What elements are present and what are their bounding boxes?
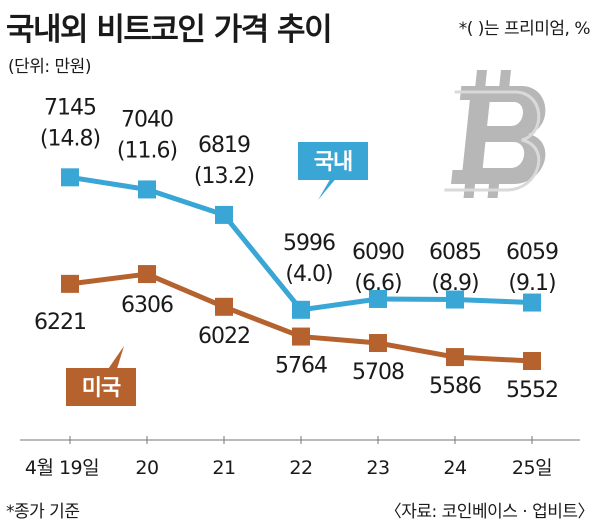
x-tick-label: 21: [212, 457, 235, 479]
premium-note: *( )는 프리미엄, %: [458, 19, 591, 39]
data-point-domestic: [446, 290, 464, 309]
data-label-us: 5586: [429, 374, 481, 399]
data-point-us: [292, 327, 310, 346]
data-point-domestic: [523, 293, 541, 312]
data-label-us: 6306: [121, 293, 173, 318]
data-label-us: 5552: [506, 378, 558, 403]
data-point-domestic: [61, 168, 79, 187]
tag-domestic: 국내: [298, 142, 368, 200]
data-label-us: 6022: [198, 324, 250, 349]
data-label-domestic: 6085 (8.9): [429, 240, 481, 296]
tag-us-label: 미국: [82, 376, 121, 401]
data-label-domestic: 5996 (4.0): [283, 231, 335, 287]
tag-domestic-label: 국내: [314, 150, 352, 175]
data-point-us: [61, 274, 79, 293]
data-label-domestic: 7145 (14.8): [40, 95, 100, 151]
source-note: 〈자료: 코인베이스 · 업비트〉: [384, 502, 595, 522]
data-point-domestic: [215, 205, 233, 224]
data-point-us: [138, 265, 156, 284]
x-tick-label: 22: [289, 457, 312, 479]
data-label-us: 6221: [34, 310, 86, 335]
data-label-domestic: 7040 (11.6): [117, 107, 177, 163]
x-tick-label: 20: [135, 457, 158, 479]
x-tick-label: 25일: [512, 457, 552, 479]
data-point-us: [523, 352, 541, 370]
tag-us: 미국: [66, 346, 136, 406]
unit-note: (단위: 만원): [8, 57, 91, 77]
data-point-domestic: [292, 300, 310, 319]
x-tick-label: 4월 19일: [25, 457, 99, 479]
data-label-domestic: 6059 (9.1): [506, 240, 558, 296]
data-point-us: [215, 297, 233, 316]
data-point-us: [446, 348, 464, 367]
data-label-us: 5764: [275, 354, 327, 379]
x-tick-label: 24: [443, 457, 467, 479]
chart-title: 국내외 비트코인 가격 추이: [6, 12, 333, 48]
data-point-us: [369, 334, 387, 353]
x-tick-label: 23: [366, 457, 389, 479]
footnote: *종가 기준: [6, 502, 80, 522]
data-point-domestic: [369, 289, 387, 308]
data-label-domestic: 6090 (6.6): [352, 240, 404, 296]
data-label-us: 5708: [352, 360, 404, 385]
data-point-domestic: [138, 180, 156, 199]
data-label-domestic: 6819 (13.2): [194, 133, 254, 189]
bitcoin-icon: [444, 70, 546, 198]
